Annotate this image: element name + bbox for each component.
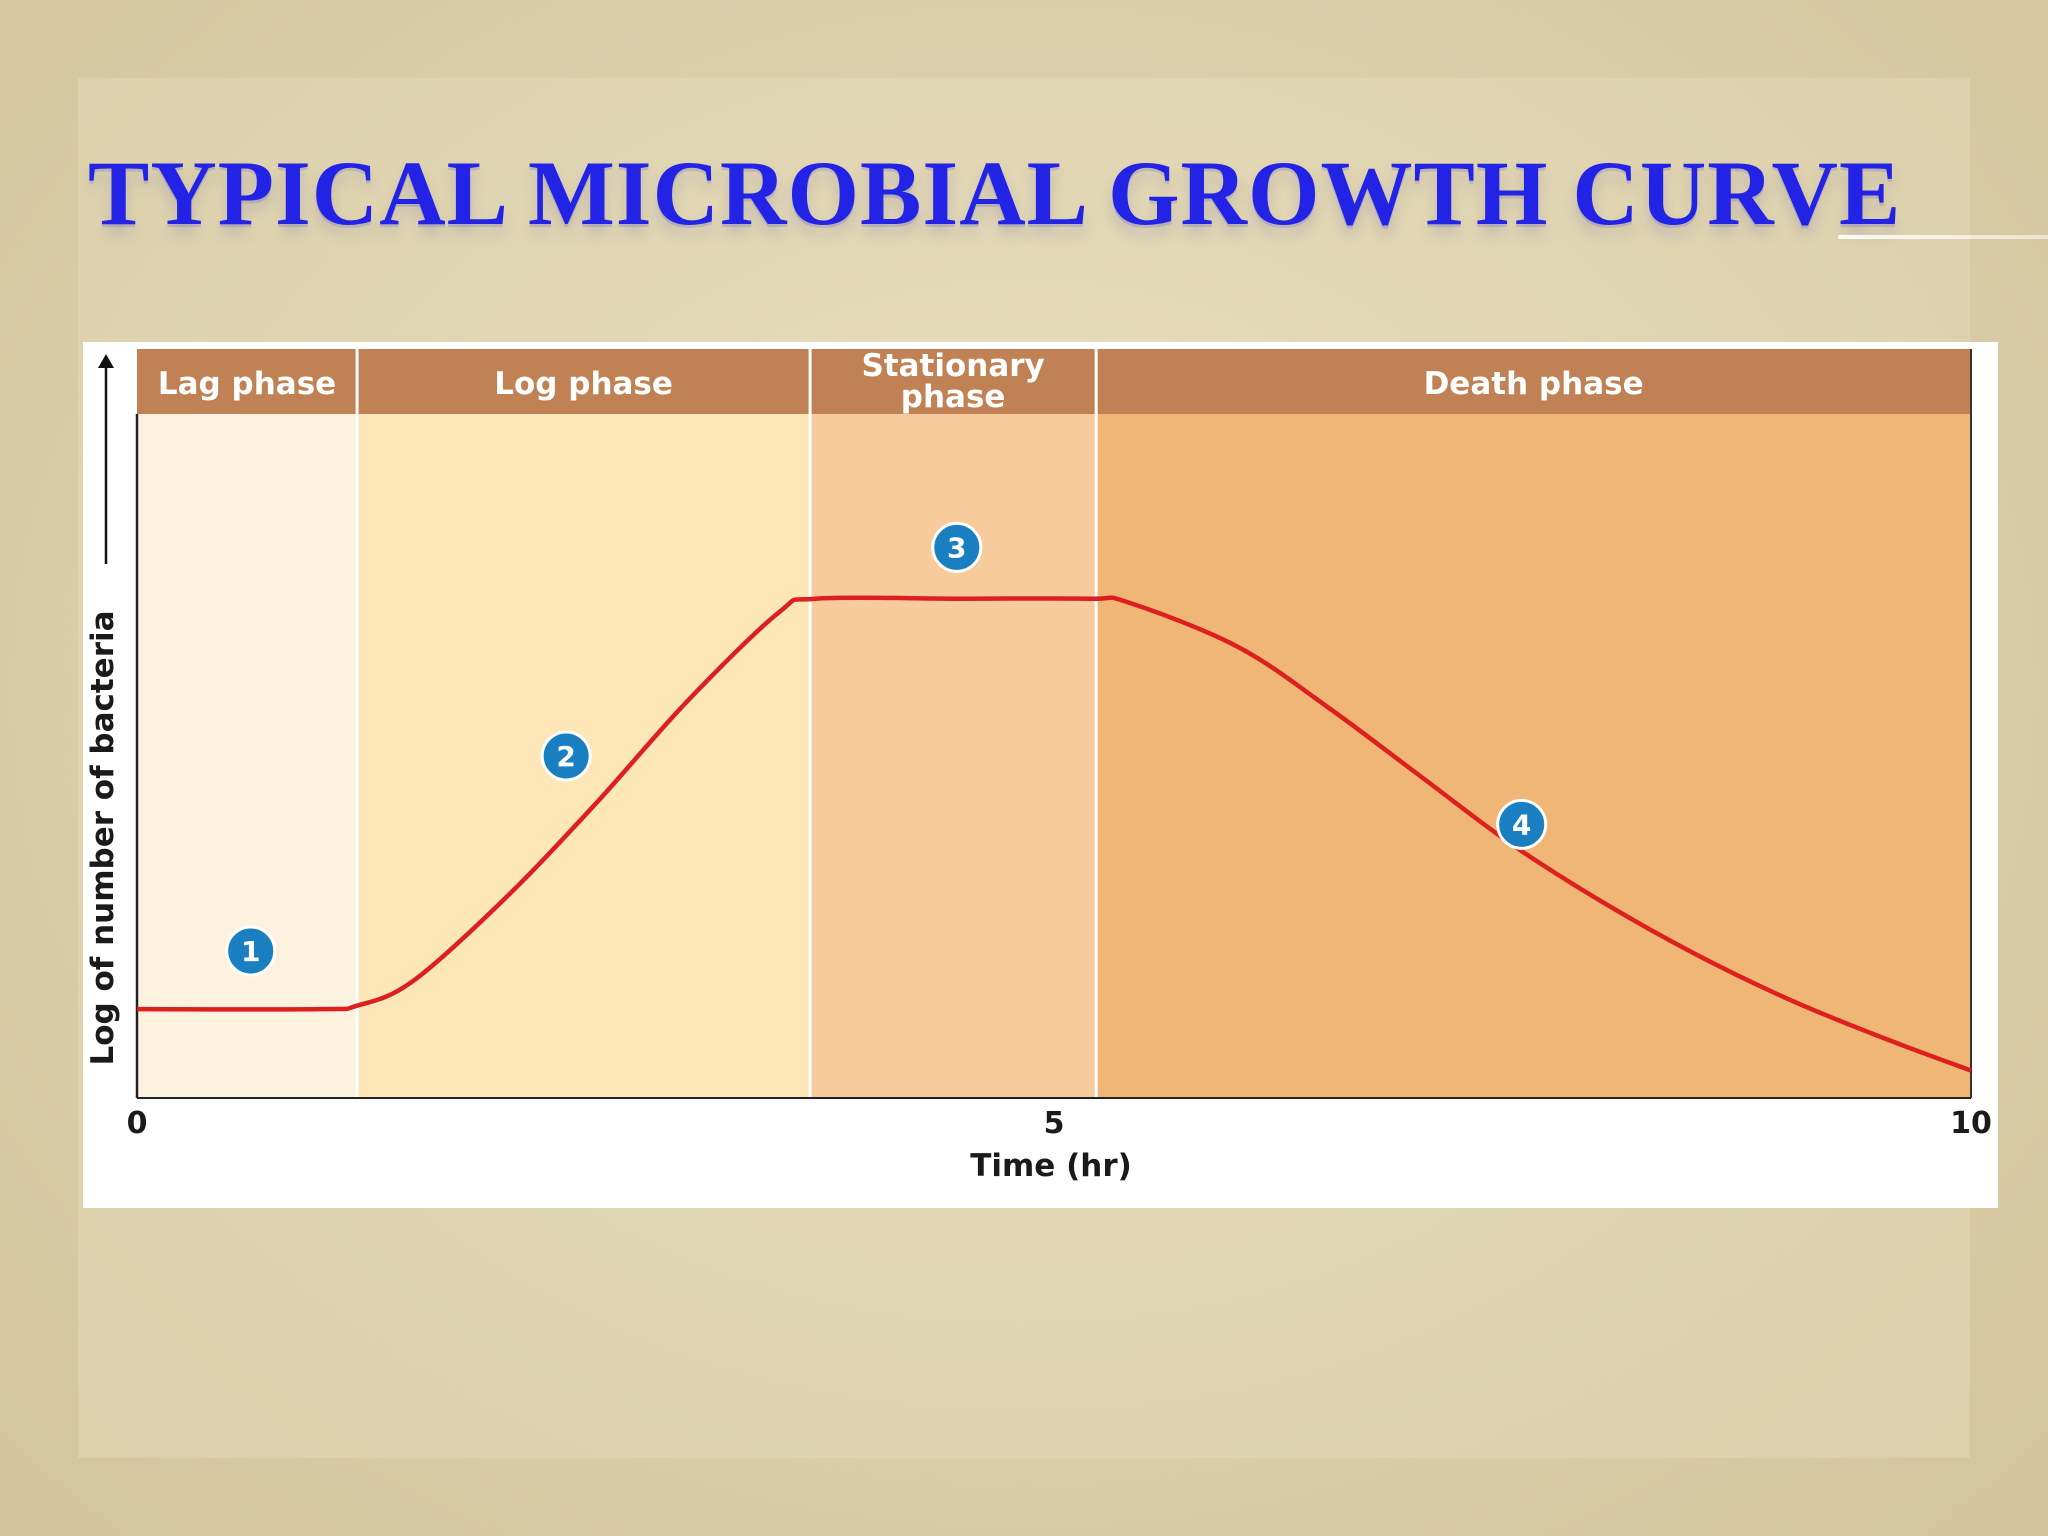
phase-marker-number: 4	[1512, 808, 1531, 841]
x-tick-labels: 0 5 10	[127, 1106, 1992, 1141]
phase-marker-circle	[225, 925, 277, 977]
phase-marker-circle	[931, 521, 983, 573]
phase-label-line: Death phase	[1424, 366, 1644, 402]
phase-marker-4: 4	[1496, 798, 1548, 850]
phase-label-3: Stationary phase	[861, 348, 1044, 415]
phase-label-4: Death phase	[1424, 366, 1644, 402]
phase-marker-3: 3	[931, 521, 983, 573]
x-axis-label: Time (hr)	[970, 1148, 1132, 1184]
x-tick-label-5: 5	[1044, 1106, 1065, 1141]
phase-band-4	[1096, 414, 1971, 1098]
phase-marker-1: 1	[225, 925, 277, 977]
phase-band-1	[137, 414, 358, 1098]
phase-header: Lag phase Log phase Stationary phase Death p…	[137, 348, 1971, 415]
phase-bands	[137, 414, 1971, 1098]
phase-label-line: phase	[901, 379, 1006, 415]
phase-marker-circle	[1496, 798, 1548, 850]
phase-label-line: Stationary	[861, 348, 1044, 384]
phase-dividers	[355, 349, 1098, 1098]
phase-label-line: Log phase	[494, 366, 673, 402]
phase-band-3	[810, 414, 1097, 1098]
phase-marker-number: 3	[947, 531, 966, 564]
phase-marker-2: 2	[540, 730, 592, 782]
phase-label-line: Lag phase	[158, 366, 336, 402]
phase-label-1: Lag phase	[158, 366, 336, 402]
phase-label-2: Log phase	[494, 366, 673, 402]
chart-svg: Lag phase Log phase Stationary phase Death p…	[85, 348, 1992, 1184]
title-underline	[1838, 235, 2048, 239]
growth-curve-chart: Lag phase Log phase Stationary phase Death p…	[83, 342, 1998, 1208]
y-axis-label: Log of number of bacteria	[85, 610, 121, 1065]
growth-curve-line	[136, 595, 1972, 1073]
x-tick-label-10: 10	[1950, 1106, 1992, 1141]
x-tick-label-0: 0	[127, 1106, 148, 1141]
phase-markers: 1 2 3 4	[225, 521, 1548, 977]
growth-curve-path	[136, 595, 1972, 1073]
axes: Log of number of bacteria Time (hr)	[85, 349, 1972, 1184]
phase-marker-number: 2	[556, 740, 575, 773]
phase-header-bar	[137, 349, 1971, 414]
slide-title: TYPICAL MICROBIAL GROWTH CURVE	[88, 142, 1902, 244]
phase-marker-circle	[540, 730, 592, 782]
phase-marker-number: 1	[241, 935, 260, 968]
y-axis-arrow	[98, 354, 114, 368]
